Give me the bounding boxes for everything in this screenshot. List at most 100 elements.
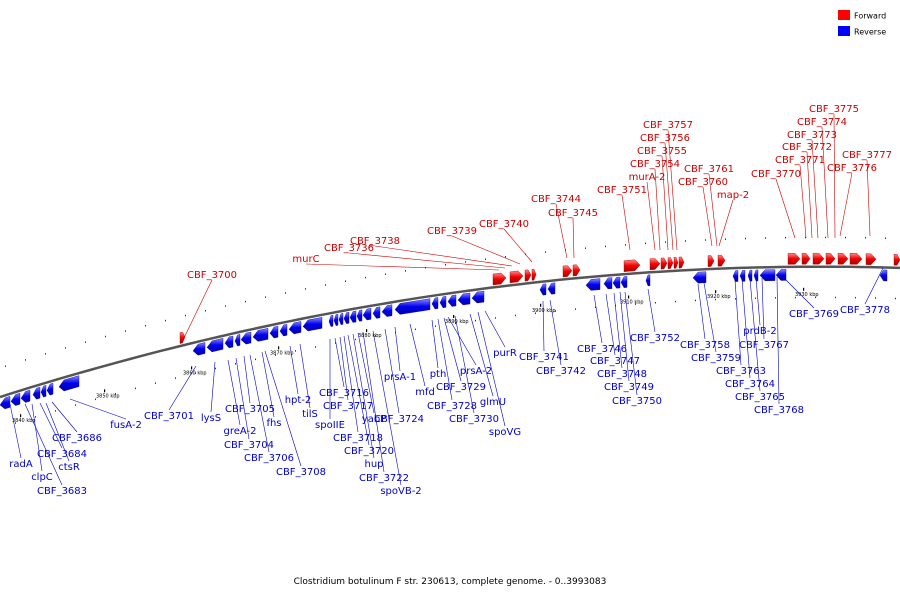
- forward-gene-arrow: [825, 252, 836, 265]
- reverse-gene-arrow: [645, 274, 651, 287]
- reverse-gene-arrow: [40, 385, 47, 398]
- reverse-gene-arrow: [356, 309, 363, 322]
- tick-dot: [145, 325, 146, 327]
- tick-mark: [540, 303, 542, 307]
- reverse-label-cbf-3749: CBF_3749: [604, 382, 654, 393]
- tick-dot: [835, 296, 836, 299]
- reverse-gene-arrow: [753, 269, 759, 282]
- reverse-label-mfd: mfd: [415, 387, 435, 398]
- tick-dot: [715, 298, 716, 301]
- reverse-leader: [352, 333, 375, 459]
- forward-leader: [811, 139, 819, 239]
- tick-dot: [475, 319, 476, 322]
- reverse-leader: [437, 318, 453, 401]
- reverse-leader: [362, 331, 385, 473]
- reverse-leader: [542, 300, 545, 352]
- forward-gene-arrow: [660, 257, 668, 270]
- tick-dot: [75, 404, 76, 406]
- reverse-label-hup: hup: [364, 459, 383, 470]
- tick-dot: [535, 312, 536, 314]
- forward-gene-arrow: [849, 253, 863, 265]
- reverse-label-cbf-3724: CBF_3724: [374, 414, 424, 425]
- forward-label-cbf-3760: CBF_3760: [678, 177, 728, 188]
- reverse-label-fusa-2: fusA-2: [110, 420, 142, 431]
- tick-dot: [645, 242, 646, 245]
- forward-gene-arrow: [707, 255, 715, 267]
- reverse-leader: [619, 291, 630, 382]
- forward-leader: [555, 203, 568, 259]
- tick-dot: [895, 297, 896, 300]
- tick-dot: [5, 365, 6, 367]
- tick-label: 3870 kbp: [270, 350, 294, 356]
- forward-gene-arrow: [524, 269, 532, 282]
- tick-dot: [365, 276, 366, 279]
- forward-gene-arrow: [837, 252, 849, 265]
- tick-mark: [715, 290, 717, 294]
- forward-label-map-2: map-2: [717, 190, 749, 201]
- reverse-label-cbf-3683: CBF_3683: [37, 486, 87, 497]
- reverse-leader: [454, 315, 475, 414]
- tick-dot: [45, 353, 46, 355]
- tick-dot: [155, 382, 156, 384]
- reverse-gene-arrow: [372, 306, 381, 319]
- tick-dot: [315, 346, 316, 348]
- forward-leader: [572, 217, 575, 259]
- tick-mark: [453, 314, 455, 318]
- reverse-label-prsa-2: prsA-2: [460, 366, 492, 377]
- reverse-label-cbf-3701: CBF_3701: [144, 411, 194, 422]
- tick-label: 3840 kbp: [12, 418, 36, 424]
- tick-dot: [55, 410, 56, 412]
- tick-dot: [345, 280, 346, 282]
- reverse-gene-arrow: [252, 328, 269, 342]
- reverse-leader: [734, 279, 742, 366]
- forward-label-murc: murC: [292, 254, 319, 265]
- reverse-leader: [741, 278, 751, 379]
- tick-dot: [335, 342, 336, 344]
- reverse-label-cbf-3752: CBF_3752: [630, 333, 680, 344]
- reverse-gene-arrow: [20, 389, 31, 403]
- tick-dot: [275, 354, 276, 356]
- tick-dot: [805, 236, 806, 239]
- label-leaders: [9, 113, 884, 486]
- reverse-leader: [39, 402, 63, 449]
- forward-label-cbf-3745: CBF_3745: [548, 208, 598, 219]
- forward-gene-arrow: [865, 253, 877, 265]
- tick-dot: [505, 255, 506, 258]
- reverse-gene-arrow: [269, 325, 279, 339]
- reverse-gene-arrow: [32, 386, 41, 400]
- tick-label: 3920 kbp: [707, 294, 731, 300]
- tick-dot: [765, 237, 766, 239]
- tick-dot: [385, 273, 386, 275]
- reverse-gene-arrow: [759, 269, 776, 282]
- reverse-leader: [409, 323, 426, 387]
- forward-leader: [702, 186, 713, 247]
- forward-label-cbf-3776: CBF_3776: [827, 163, 877, 174]
- reverse-leader: [697, 283, 706, 340]
- reverse-gene-arrow: [547, 282, 556, 295]
- forward-leader: [806, 151, 813, 239]
- reverse-gene-arrow: [620, 276, 628, 288]
- forward-leader: [821, 126, 829, 239]
- forward-leader: [621, 194, 631, 251]
- reverse-label-cbf-3778: CBF_3778: [840, 305, 890, 316]
- reverse-leader: [210, 361, 216, 413]
- forward-gene-arrow: [678, 256, 685, 269]
- forward-gene-arrow: [673, 256, 679, 269]
- reverse-leader: [755, 277, 761, 326]
- forward-gene-arrow: [531, 268, 537, 281]
- reverse-label-cbf-3750: CBF_3750: [612, 396, 662, 407]
- legend-label-forward: Forward: [854, 12, 886, 21]
- reverse-gene-arrow: [457, 292, 471, 306]
- forward-gene-arrow: [492, 272, 507, 286]
- reverse-label-cbf-3746: CBF_3746: [577, 344, 627, 355]
- tick-dot: [285, 292, 286, 294]
- tick-dot: [295, 350, 296, 352]
- reverse-gene-arrow: [288, 321, 302, 335]
- reverse-label-cbf-3742: CBF_3742: [536, 366, 586, 377]
- forward-leader: [646, 181, 656, 251]
- forward-label-cbf-3772: CBF_3772: [782, 142, 832, 153]
- reverse-leader: [431, 319, 439, 369]
- reverse-label-cbf-3704: CBF_3704: [224, 440, 274, 451]
- reverse-label-glmu: glmU: [480, 397, 506, 408]
- reverse-gene-arrow: [381, 304, 393, 317]
